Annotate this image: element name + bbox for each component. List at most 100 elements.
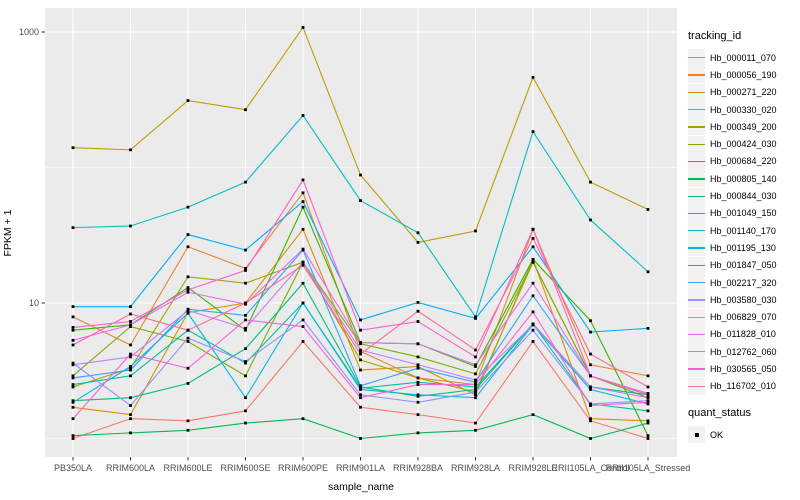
legend-item-Hb_001140_170: Hb_001140_170	[688, 222, 798, 240]
data-point	[186, 275, 190, 279]
data-point	[474, 355, 477, 359]
legend-item-label: Hb_030565_050	[710, 363, 777, 374]
x-tick-label: PB350LA	[54, 463, 92, 473]
data-point	[359, 199, 362, 202]
series-points-Hb_000805_140	[71, 413, 650, 440]
data-point	[589, 374, 592, 378]
data-point	[71, 363, 75, 367]
legend-item-Hb_003580_030: Hb_003580_030	[688, 291, 798, 309]
swatch-line-icon	[688, 247, 705, 249]
data-point	[244, 301, 247, 305]
data-point	[301, 247, 305, 251]
data-point	[646, 396, 650, 400]
swatch-line-icon	[688, 57, 705, 59]
series-points-Hb_001847_050	[71, 200, 650, 334]
data-point	[646, 208, 650, 211]
swatch-line-icon	[688, 299, 705, 301]
data-point	[589, 385, 592, 389]
data-point	[646, 374, 650, 378]
data-point	[71, 399, 75, 403]
data-point	[646, 437, 650, 440]
data-point	[646, 402, 650, 406]
series-points-Hb_116702_010	[71, 236, 650, 389]
data-point	[244, 396, 247, 400]
data-point	[589, 419, 592, 423]
data-point	[186, 428, 190, 432]
data-point	[186, 382, 190, 385]
data-point	[359, 393, 362, 397]
swatch-line-icon	[688, 160, 705, 163]
data-point	[646, 399, 650, 403]
data-point	[359, 405, 362, 409]
data-point	[71, 405, 75, 409]
data-point	[244, 180, 247, 184]
data-point	[474, 315, 477, 319]
legend-item-label: Hb_000424_030	[710, 139, 777, 150]
data-point	[416, 342, 420, 346]
series-color-swatch	[688, 222, 705, 240]
legend-quant-section: quant_status OK	[688, 407, 798, 444]
data-point	[531, 294, 535, 298]
data-point	[71, 374, 75, 378]
data-point	[301, 200, 305, 204]
data-point	[301, 114, 305, 117]
data-point	[244, 318, 247, 322]
legend-item-label: Hb_006829_070	[710, 312, 777, 323]
data-point	[531, 260, 535, 264]
data-point	[474, 385, 477, 389]
data-point	[301, 417, 305, 421]
data-point	[474, 316, 477, 320]
legend-item-label: Hb_003580_030	[710, 294, 777, 305]
data-point	[589, 404, 592, 407]
data-point	[244, 328, 247, 332]
data-point	[359, 384, 362, 388]
data-point	[474, 348, 477, 352]
series-color-swatch	[688, 101, 705, 119]
data-point	[129, 374, 132, 378]
data-point	[589, 402, 592, 406]
data-point	[359, 396, 362, 400]
data-point	[244, 374, 247, 378]
swatch-line-icon	[688, 74, 705, 76]
data-point	[474, 365, 477, 368]
data-point	[416, 366, 420, 370]
data-point	[186, 288, 190, 292]
data-point	[474, 378, 477, 382]
data-point	[416, 400, 420, 404]
data-point	[129, 343, 132, 347]
swatch-line-icon	[688, 230, 705, 232]
x-tick-label: RRII105LA_Control	[551, 463, 629, 473]
data-point	[474, 393, 477, 397]
data-point	[186, 205, 190, 209]
data-point	[71, 361, 75, 365]
data-point	[244, 269, 247, 272]
legend-item-Hb_011828_010: Hb_011828_010	[688, 325, 798, 343]
data-point	[71, 315, 75, 319]
swatch-line-icon	[688, 333, 705, 336]
legend-item-label: Hb_000056_190	[710, 69, 777, 80]
data-point	[301, 26, 305, 29]
series-points-Hb_030565_050	[71, 178, 650, 397]
legend-item-Hb_006829_070: Hb_006829_070	[688, 308, 798, 326]
data-point	[301, 227, 305, 231]
legend-item-label: Hb_012762_060	[710, 346, 777, 357]
data-point	[474, 421, 477, 425]
series-color-swatch	[688, 325, 705, 343]
data-point	[474, 390, 477, 394]
data-point	[129, 325, 132, 328]
data-point	[244, 326, 247, 330]
data-point	[129, 368, 132, 372]
data-point	[244, 108, 247, 112]
data-point	[416, 393, 420, 397]
data-point	[359, 358, 362, 362]
data-point	[416, 241, 420, 244]
data-point	[186, 245, 190, 249]
data-point	[71, 437, 75, 440]
data-point	[129, 417, 132, 421]
data-point	[416, 363, 420, 367]
data-point	[71, 434, 75, 438]
data-point	[71, 343, 75, 347]
data-point	[416, 376, 420, 380]
legend-entries: Hb_000011_070 Hb_000056_190 Hb_000271_220 H…	[688, 49, 798, 395]
data-point	[416, 301, 420, 304]
